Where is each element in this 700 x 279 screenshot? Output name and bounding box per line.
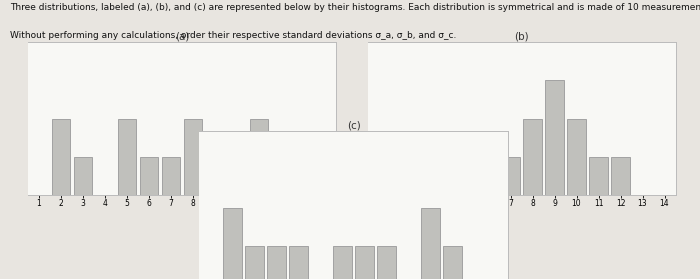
Bar (567, 119, 586, 195)
Bar (355, 246, 374, 279)
Title: (c): (c) (346, 120, 360, 130)
Bar (545, 80, 564, 195)
Bar (162, 157, 181, 195)
Bar (333, 246, 352, 279)
Bar (118, 119, 136, 195)
Text: Without performing any calculations, order their respective standard deviations : Without performing any calculations, ord… (10, 31, 457, 40)
Bar (267, 246, 286, 279)
Text: Three distributions, labeled (a), (b), and (c) are represented below by their hi: Three distributions, labeled (a), (b), a… (10, 3, 700, 12)
Bar (52, 119, 70, 195)
Bar (501, 157, 520, 195)
Bar (523, 119, 542, 195)
Bar (223, 208, 242, 279)
Bar (589, 157, 608, 195)
Bar (183, 119, 202, 195)
Bar (250, 119, 268, 195)
Bar (289, 246, 308, 279)
Title: (a): (a) (175, 31, 189, 41)
Bar (611, 157, 630, 195)
Bar (140, 157, 158, 195)
Bar (245, 246, 264, 279)
Bar (377, 246, 396, 279)
Bar (421, 208, 440, 279)
Bar (443, 246, 462, 279)
Bar (74, 157, 92, 195)
Title: (b): (b) (514, 31, 528, 41)
Bar (228, 157, 246, 195)
